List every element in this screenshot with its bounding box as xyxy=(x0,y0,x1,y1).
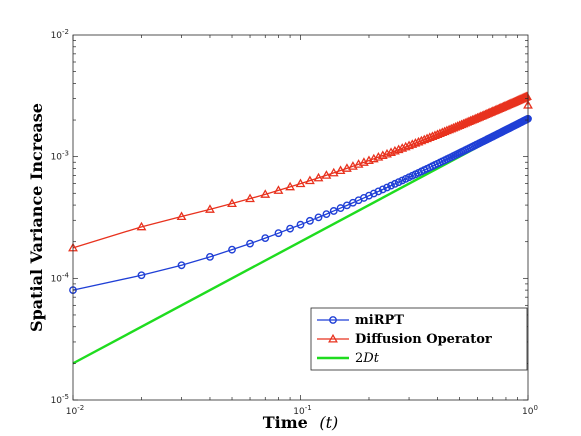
series-0 xyxy=(69,114,532,295)
y-tick-label: 10-3 xyxy=(51,150,69,163)
y-tick-label: 10-5 xyxy=(51,393,69,406)
legend-label-number: 2 xyxy=(355,351,363,366)
y-tick-label-exponent: -5 xyxy=(62,393,69,401)
data-point xyxy=(369,189,378,198)
x-tick-label-base: 10 xyxy=(66,407,78,417)
data-point xyxy=(328,167,339,177)
legend-entry: Diffusion Operator xyxy=(317,332,492,347)
data-point xyxy=(404,140,414,150)
data-point xyxy=(321,170,332,179)
data-point xyxy=(261,234,270,243)
data-point xyxy=(314,213,323,222)
data-point xyxy=(285,181,296,191)
x-tick-label-exponent: -1 xyxy=(305,404,312,412)
legend-label: miRPT xyxy=(355,313,404,328)
data-point xyxy=(391,179,399,188)
data-point xyxy=(389,145,400,155)
legend-label: 2Dt xyxy=(355,351,380,366)
legend-marker xyxy=(328,333,338,343)
legend-entries: miRPT Diffusion Operator 2Dt xyxy=(317,313,492,366)
data-point xyxy=(306,216,314,225)
y-tick-label-base: 10 xyxy=(51,31,63,41)
data-point xyxy=(393,144,404,154)
data-point xyxy=(322,210,331,219)
data-point xyxy=(286,224,294,233)
y-tick-label: 10-4 xyxy=(51,271,70,284)
legend-entry: miRPT xyxy=(317,313,404,328)
data-point xyxy=(335,165,346,175)
data-point xyxy=(295,178,306,188)
data-point xyxy=(206,253,214,261)
legend-marker xyxy=(329,316,337,324)
y-tick-label-exponent: -3 xyxy=(62,150,69,158)
data-point xyxy=(387,181,395,190)
series-layer xyxy=(68,91,533,365)
x-axis-label: Time (t) xyxy=(263,413,339,432)
y-tick-label-base: 10 xyxy=(51,153,63,163)
data-point xyxy=(260,189,271,198)
data-point xyxy=(407,139,418,148)
data-point xyxy=(304,175,315,185)
data-point xyxy=(228,245,236,254)
data-point xyxy=(400,141,411,151)
y-tick-label: 10-2 xyxy=(51,28,69,41)
data-point xyxy=(386,147,396,156)
series-1 xyxy=(68,91,533,252)
data-point xyxy=(383,183,391,192)
data-point xyxy=(296,220,305,229)
data-point xyxy=(329,207,338,215)
x-tick-label-exponent: -2 xyxy=(77,404,84,412)
x-tick-label: 10-1 xyxy=(293,404,311,417)
data-point xyxy=(245,193,255,203)
x-tick-label-exponent: 0 xyxy=(533,404,537,412)
data-point xyxy=(227,198,237,208)
data-point xyxy=(342,163,352,172)
x-tick-label-base: 10 xyxy=(293,407,305,417)
legend-label: Diffusion Operator xyxy=(355,332,492,347)
data-point xyxy=(336,204,345,212)
y-tick-label-exponent: -4 xyxy=(62,271,70,279)
data-point xyxy=(374,187,383,196)
legend-entry: 2Dt xyxy=(317,351,380,366)
y-tick-label-exponent: -2 xyxy=(62,28,69,36)
data-point xyxy=(313,172,324,182)
x-axis-label-var: (t) xyxy=(319,413,338,432)
data-point xyxy=(410,138,421,147)
y-tick-label-base: 10 xyxy=(51,274,63,284)
data-point xyxy=(522,91,532,100)
data-point xyxy=(246,239,254,248)
y-axis-label: Spatial Variance Increase xyxy=(27,103,46,332)
data-point xyxy=(397,143,408,152)
legend: miRPT Diffusion Operator 2Dt xyxy=(310,307,528,371)
data-point xyxy=(136,221,147,231)
data-point xyxy=(205,204,215,213)
data-point xyxy=(274,229,283,238)
x-tick-label: 100 xyxy=(522,404,538,417)
data-point xyxy=(137,271,146,280)
x-axis-label-text: Time xyxy=(263,413,308,432)
x-tick-label: 10-2 xyxy=(66,404,84,417)
legend-label-variable: Dt xyxy=(362,351,379,366)
data-point xyxy=(378,185,387,194)
y-tick-label-base: 10 xyxy=(51,396,63,406)
data-point xyxy=(273,185,284,194)
data-point xyxy=(176,211,187,221)
x-tick-label-base: 10 xyxy=(522,407,534,417)
data-point xyxy=(177,261,186,270)
